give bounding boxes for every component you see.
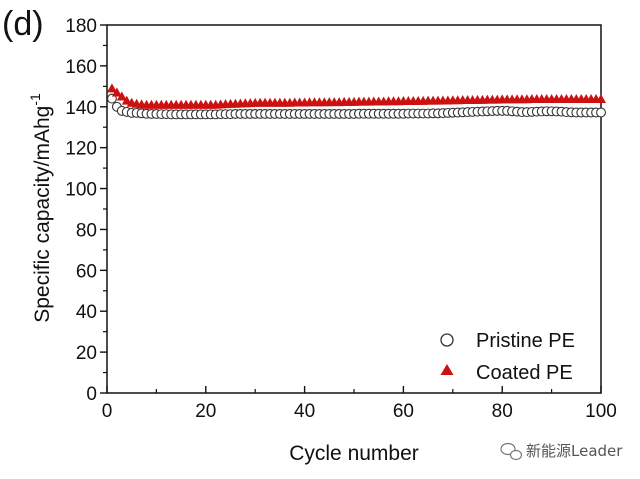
- y-tick-label: 60: [76, 261, 97, 282]
- watermark-text: 新能源Leader: [526, 442, 623, 460]
- y-axis-title: Specific capacity/mAhg-1: [27, 93, 54, 323]
- axis-ticks: 0 20 40 60 80 100 0 20 40 60 80 100 120 140 160 180: [65, 16, 617, 422]
- watermark: 新能源Leader: [500, 442, 623, 461]
- y-axis-title-exponent: -1: [27, 93, 43, 106]
- panel-label: (d): [2, 5, 44, 43]
- y-axis-title-main: Specific capacity/mAhg: [31, 106, 54, 323]
- legend-marker-coated-pe: [440, 364, 454, 375]
- y-tick-label: 20: [76, 343, 97, 364]
- legend-marker-pristine-pe: [440, 333, 454, 347]
- coated-pe-point: [116, 91, 127, 101]
- y-tick-label: 0: [86, 384, 97, 405]
- data-series: [106, 83, 606, 120]
- x-tick-label: 60: [393, 401, 414, 422]
- x-tick-label: 20: [195, 401, 216, 422]
- y-tick-label: 140: [65, 98, 97, 119]
- coated-pe-point: [106, 83, 117, 93]
- x-tick-label: 100: [585, 401, 617, 422]
- x-axis-title: Cycle number: [289, 442, 419, 465]
- coated-pe-point: [111, 87, 122, 97]
- pristine-pe-point: [596, 107, 606, 118]
- y-tick-label: 160: [65, 57, 97, 78]
- y-tick-label: 120: [65, 139, 97, 160]
- x-tick-label: 40: [294, 401, 315, 422]
- y-tick-label: 100: [65, 180, 97, 201]
- x-tick-label: 80: [492, 401, 513, 422]
- legend-label-pristine-pe: Pristine PE: [476, 330, 575, 352]
- wechat-icon: [500, 442, 523, 461]
- legend: Pristine PE Coated PE: [440, 330, 575, 384]
- y-tick-label: 40: [76, 302, 97, 323]
- y-tick-label: 180: [65, 16, 97, 37]
- x-tick-label: 0: [102, 401, 113, 422]
- y-tick-label: 80: [76, 220, 97, 241]
- legend-label-coated-pe: Coated PE: [476, 362, 573, 384]
- coated-pe-point: [596, 94, 606, 104]
